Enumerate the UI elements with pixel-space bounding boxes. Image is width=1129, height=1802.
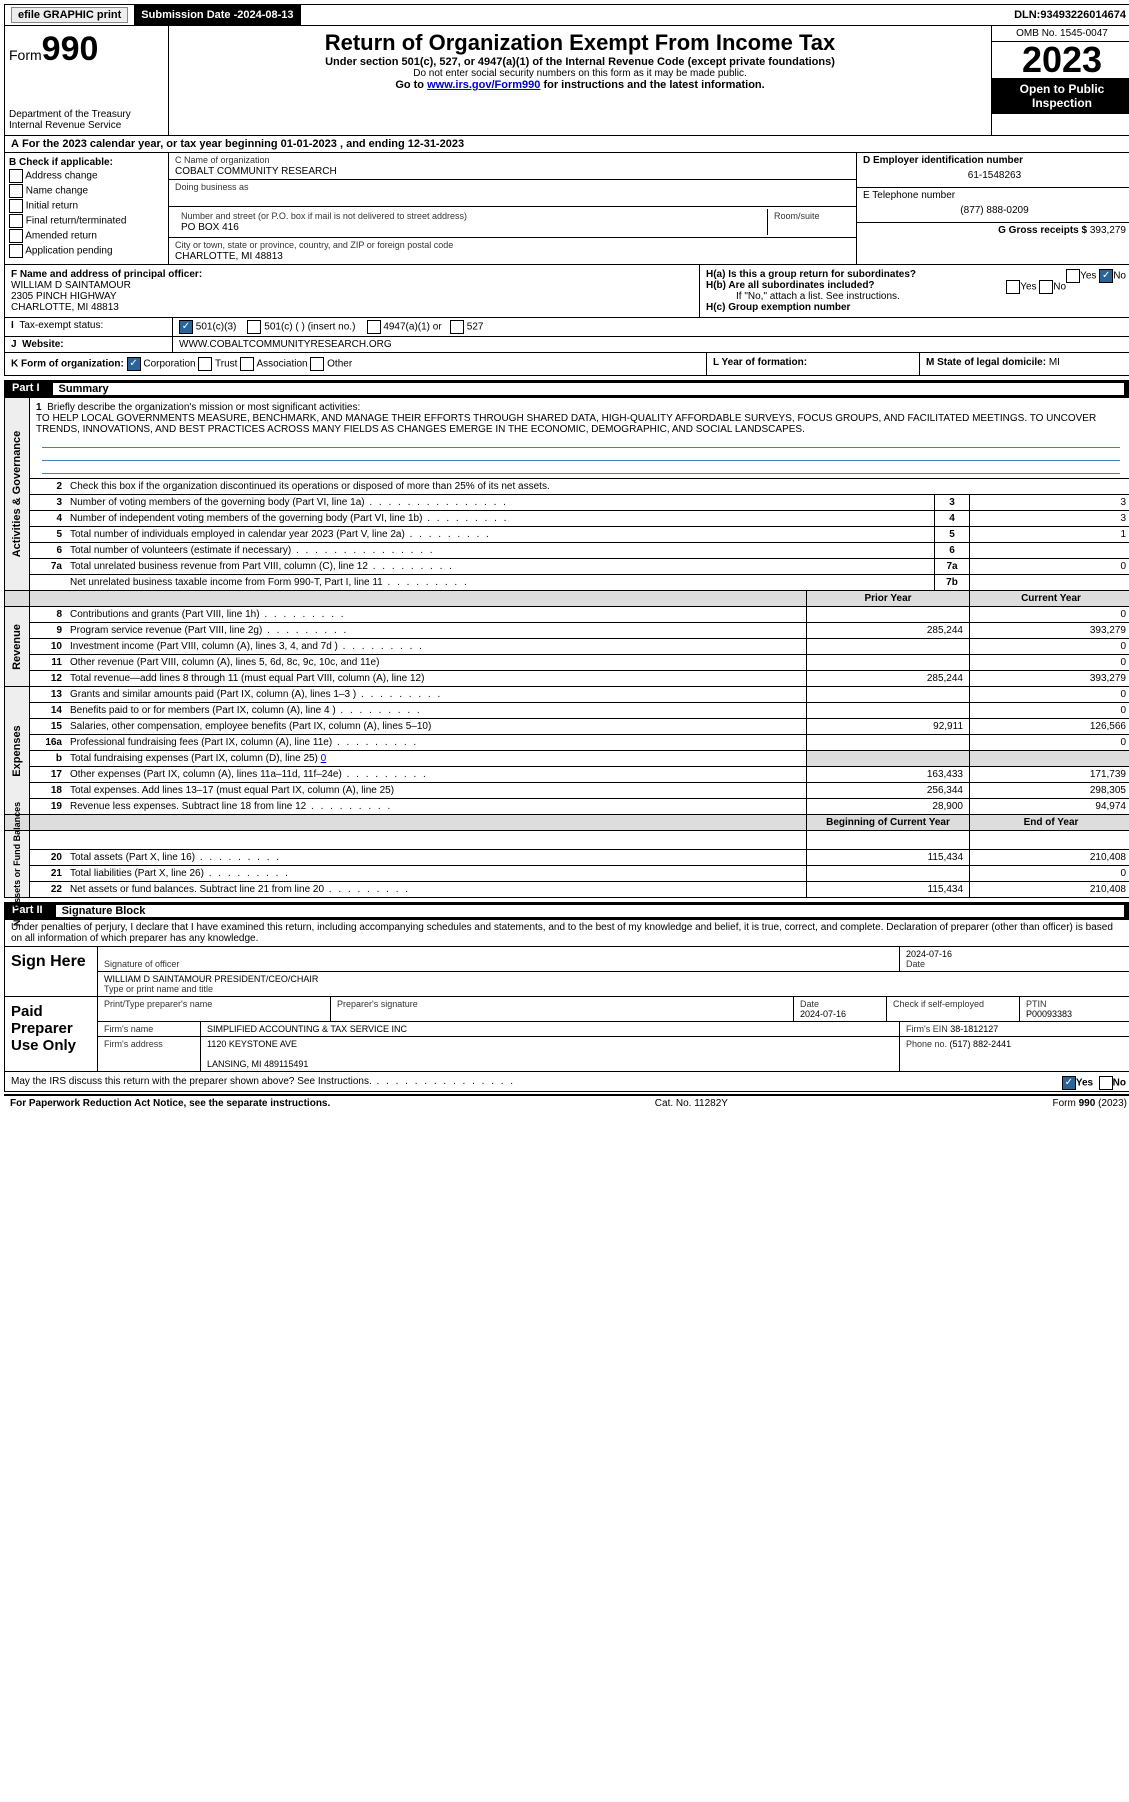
irs-label: Internal Revenue Service — [9, 120, 164, 131]
part-2-header: Part IISignature Block — [4, 902, 1129, 920]
mission: 1 Briefly describe the organization's mi… — [30, 398, 1129, 479]
irs-discuss-row: May the IRS discuss this return with the… — [4, 1072, 1129, 1092]
block-b-to-g: B Check if applicable: Address change Na… — [4, 153, 1129, 265]
top-bar: efile GRAPHIC print Submission Date - 20… — [4, 4, 1129, 26]
section-expenses: Expenses 13Grants and similar amounts pa… — [4, 687, 1129, 815]
box-d-ein: D Employer identification number61-15482… — [857, 153, 1129, 188]
fundraising-link[interactable]: 0 — [321, 753, 327, 764]
row-k: K Form of organization: ✓ Corporation Tr… — [4, 353, 1129, 376]
form-title: Return of Organization Exempt From Incom… — [173, 30, 987, 56]
submission-date: Submission Date - 2024-08-13 — [135, 5, 300, 25]
box-c: C Name of organizationCOBALT COMMUNITY R… — [169, 153, 856, 264]
box-g-gross: G Gross receipts $ 393,279 — [857, 223, 1129, 238]
officer-name: WILLIAM D SAINTAMOUR PRESIDENT/CEO/CHAIR — [104, 974, 318, 984]
tax-year: 2023 — [992, 42, 1129, 78]
dln: DLN: 93493226014674 — [1008, 5, 1129, 25]
website-value: WWW.COBALTCOMMUNITYRESEARCH.ORG — [172, 337, 1129, 352]
org-name: COBALT COMMUNITY RESEARCH — [175, 166, 337, 177]
efile-cell: efile GRAPHIC print — [5, 5, 135, 25]
sign-here-block: Sign Here Signature of officer 2024-07-1… — [4, 946, 1129, 997]
subtitle-2: Do not enter social security numbers on … — [173, 68, 987, 79]
col-headers-2: Beginning of Current YearEnd of Year — [4, 815, 1129, 831]
open-inspection: Open to PublicInspection — [992, 78, 1129, 114]
col-headers-1: Prior YearCurrent Year — [4, 591, 1129, 607]
section-governance: Activities & Governance 1 Briefly descri… — [4, 398, 1129, 591]
org-street: PO BOX 416 — [181, 222, 239, 233]
box-b: B Check if applicable: Address change Na… — [5, 153, 169, 264]
form-number: Form990 — [9, 30, 164, 69]
form-header: Form990 Department of the Treasury Inter… — [4, 26, 1129, 136]
row-a-tax-year: A For the 2023 calendar year, or tax yea… — [4, 136, 1129, 153]
page-footer: For Paperwork Reduction Act Notice, see … — [4, 1094, 1129, 1111]
block-f-h: F Name and address of principal officer:… — [4, 265, 1129, 318]
paid-preparer-block: Paid Preparer Use Only Print/Type prepar… — [4, 997, 1129, 1072]
perjury-declaration: Under penalties of perjury, I declare th… — [4, 920, 1129, 946]
section-revenue: Revenue 8Contributions and grants (Part … — [4, 607, 1129, 687]
box-h: H(a) Is this a group return for subordin… — [699, 265, 1129, 317]
row-i: I Tax-exempt status: ✓ 501(c)(3) 501(c) … — [4, 318, 1129, 337]
irs-link[interactable]: www.irs.gov/Form990 — [427, 79, 540, 91]
box-e-phone: E Telephone number(877) 888-0209 — [857, 188, 1129, 223]
dept-treasury: Department of the Treasury — [9, 109, 164, 120]
subtitle-1: Under section 501(c), 527, or 4947(a)(1)… — [173, 56, 987, 68]
firm-name: SIMPLIFIED ACCOUNTING & TAX SERVICE INC — [201, 1022, 900, 1036]
box-f: F Name and address of principal officer:… — [5, 265, 699, 317]
subtitle-3: Go to www.irs.gov/Form990 for instructio… — [173, 79, 987, 91]
row-j: J Website: WWW.COBALTCOMMUNITYRESEARCH.O… — [4, 337, 1129, 353]
section-net-assets: Net Assets or Fund Balances 20Total asse… — [4, 831, 1129, 898]
org-city: CHARLOTTE, MI 48813 — [175, 251, 283, 262]
efile-button[interactable]: efile GRAPHIC print — [11, 7, 128, 23]
part-1-header: Part ISummary — [4, 380, 1129, 398]
